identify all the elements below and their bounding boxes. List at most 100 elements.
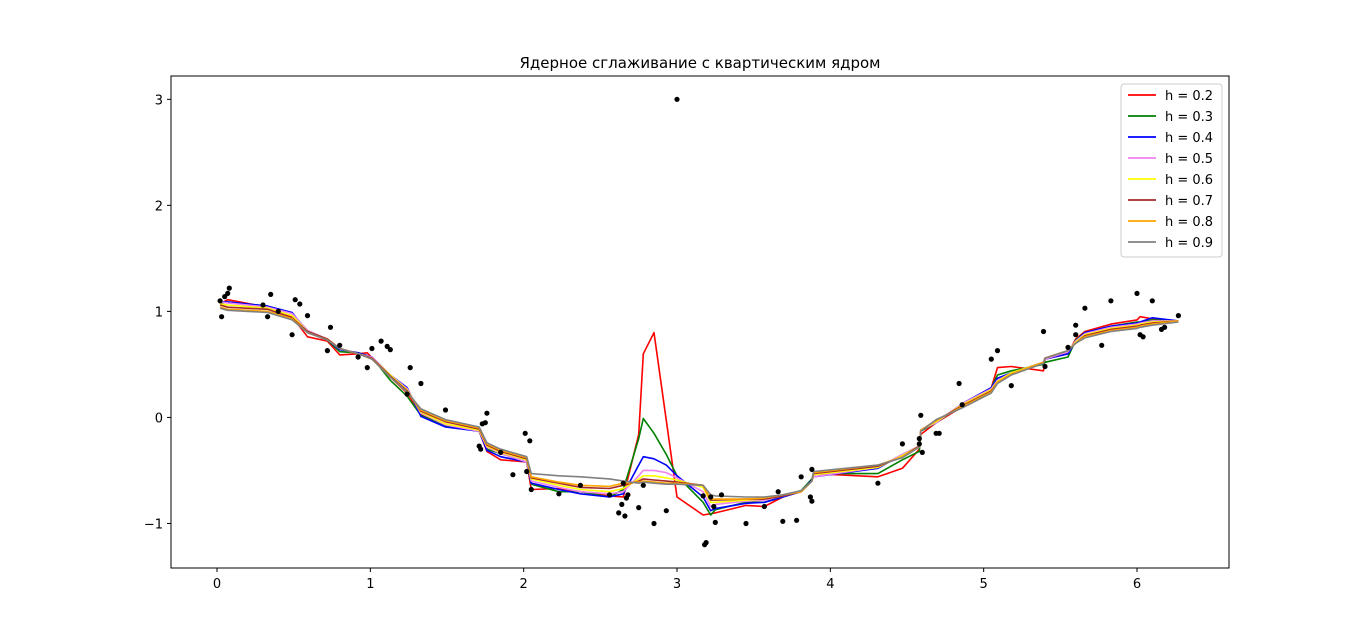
scatter-point (478, 446, 484, 452)
scatter-point (616, 510, 622, 516)
scatter-point (324, 348, 330, 354)
y-tick-label: 2 (155, 199, 163, 214)
scatter-point (1149, 298, 1155, 304)
scatter-point (1162, 324, 1168, 330)
scatter-point (1099, 342, 1105, 348)
legend-label-3: h = 0.4 (1165, 131, 1213, 146)
scatter-point (510, 472, 516, 478)
scatter-point (1108, 298, 1114, 304)
scatter-point (355, 354, 361, 360)
legend-box (1120, 83, 1223, 258)
scatter-point (1073, 332, 1079, 338)
scatter-point (703, 540, 709, 546)
scatter-point (225, 290, 231, 296)
scatter-point (404, 391, 410, 397)
scatter-point (1040, 328, 1047, 335)
scatter-point (1175, 313, 1181, 319)
legend-label-5: h = 0.6 (1165, 173, 1213, 188)
scatter-point (743, 520, 749, 527)
scatter-point (606, 492, 613, 498)
scatter-point (712, 519, 718, 526)
scatter-point (936, 430, 942, 436)
scatter-point (988, 356, 994, 362)
scatter-point (919, 449, 925, 455)
scatter-point (337, 342, 343, 348)
series-line-2 (219, 301, 1179, 516)
axes-frame (170, 75, 1230, 569)
scatter-point (407, 365, 413, 371)
scatter-point (498, 449, 504, 455)
scatter-point (1134, 290, 1140, 296)
scatter-point (384, 343, 390, 349)
scatter-point (809, 466, 815, 472)
scatter-point (1065, 344, 1071, 350)
series-line-1 (219, 298, 1179, 516)
scatter-point (794, 517, 800, 523)
plot-area: 0 1 2 3 4 5 6 −1 0 1 2 3 (144, 75, 1230, 592)
scatter-point (387, 347, 393, 353)
scatter-point (528, 486, 534, 493)
scatter-point (260, 302, 266, 308)
legend-label-2: h = 0.3 (1165, 110, 1213, 125)
scatter-point (217, 298, 223, 304)
scatter-point (304, 313, 311, 319)
scatter-point (226, 285, 232, 291)
scatter-point (959, 402, 965, 408)
scatter-point (875, 480, 881, 486)
y-tick-label: 3 (155, 93, 163, 108)
y-tick-label: 0 (155, 411, 163, 426)
scatter-point (364, 365, 370, 371)
scatter-point (775, 489, 781, 495)
scatter-point (484, 410, 490, 416)
scatter-point (268, 291, 274, 297)
x-tick-label: 2 (520, 577, 528, 592)
scatter-point (636, 505, 642, 511)
scatter-point (994, 348, 1001, 354)
chart-title: Ядерное сглаживание с квартическим ядром (519, 54, 880, 72)
scatter-point (809, 498, 815, 504)
series-lines (219, 298, 1179, 516)
scatter-point (1140, 334, 1146, 340)
legend: h = 0.2 h = 0.3 h = 0.4 h = 0.5 h = 0.6 h = 0… (1120, 83, 1223, 258)
scatter-point (297, 301, 303, 307)
x-tick-label: 1 (366, 577, 374, 592)
scatter-point (327, 324, 334, 330)
scatter-point (418, 380, 424, 387)
y-tick-label: −1 (144, 517, 163, 532)
legend-label-8: h = 0.9 (1165, 236, 1213, 251)
scatter-point (761, 503, 768, 510)
x-tick-label: 4 (826, 577, 834, 592)
scatter-point (916, 436, 922, 442)
scatter-point (369, 345, 375, 352)
scatter-point (807, 494, 814, 500)
scatter-point (899, 441, 906, 447)
x-tick-label: 5 (980, 577, 988, 592)
series-line-4 (219, 301, 1179, 508)
scatter-point (577, 482, 584, 488)
x-tick-label: 0 (213, 577, 221, 592)
series-line-3 (220, 301, 1179, 512)
scatter-point (289, 332, 295, 338)
scatter-point (718, 492, 725, 498)
scatter-point (711, 503, 717, 510)
scatter-point (1082, 305, 1088, 311)
series-line-7 (219, 306, 1179, 500)
scatter-point (619, 501, 625, 507)
scatter-point (663, 508, 669, 514)
scatter-point (378, 338, 384, 344)
scatter-point (640, 482, 646, 488)
scatter-point (219, 314, 225, 320)
y-tick-label: 1 (155, 305, 163, 320)
legend-label-6: h = 0.7 (1165, 194, 1213, 209)
scatter-point (1073, 322, 1079, 328)
scatter-point (916, 441, 922, 447)
scatter-point (956, 380, 962, 387)
scatter-point (275, 308, 281, 314)
series-line-5 (219, 303, 1179, 504)
x-tick-label: 6 (1133, 577, 1141, 592)
x-tick-label: 3 (673, 577, 681, 592)
scatter-point (442, 407, 449, 413)
scatter-point (651, 520, 657, 527)
scatter-point (1008, 383, 1014, 389)
scatter-point (780, 518, 786, 524)
